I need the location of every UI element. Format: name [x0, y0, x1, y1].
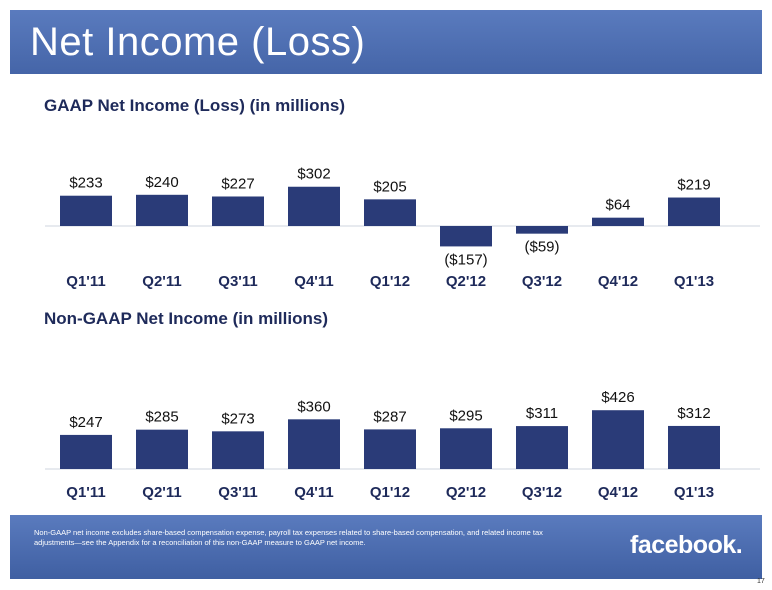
bar — [212, 196, 264, 226]
tick-label: Q3'12 — [522, 273, 562, 290]
data-label: $312 — [677, 405, 710, 422]
bar — [60, 434, 112, 469]
data-label: $360 — [297, 398, 330, 415]
tick-label: Q2'12 — [446, 484, 486, 501]
bar — [668, 425, 720, 469]
data-label: $295 — [449, 407, 482, 424]
tick-label: Q4'11 — [294, 484, 333, 501]
tick-label: Q3'12 — [522, 484, 562, 501]
bar — [212, 431, 264, 469]
data-label: $302 — [297, 166, 330, 183]
tick-label: Q2'12 — [446, 273, 486, 290]
bar — [516, 426, 568, 469]
footnote: Non-GAAP net income excludes share-based… — [34, 528, 543, 547]
data-label: $227 — [221, 175, 254, 192]
data-label: $233 — [69, 175, 102, 192]
bar — [668, 197, 720, 226]
bar — [592, 217, 644, 226]
tick-label: Q3'11 — [218, 484, 257, 501]
data-label: $205 — [373, 178, 406, 195]
data-label: $311 — [526, 405, 558, 422]
bar — [364, 199, 416, 226]
tick-label: Q2'11 — [142, 484, 181, 501]
data-label: $240 — [145, 174, 178, 191]
tick-label: Q4'11 — [294, 273, 333, 290]
tick-label: Q4'12 — [598, 273, 638, 290]
bar — [60, 195, 112, 226]
data-label: $287 — [373, 408, 406, 425]
data-label: ($157) — [444, 251, 487, 268]
tick-label: Q3'11 — [218, 273, 257, 290]
bar — [136, 429, 188, 469]
data-label: $247 — [69, 414, 102, 431]
tick-label: Q1'13 — [674, 273, 714, 290]
page-number: 17 — [757, 578, 765, 585]
bar — [516, 226, 568, 234]
footer-band — [10, 515, 762, 579]
non-gaap-chart-title: Non-GAAP Net Income (in millions) — [44, 309, 328, 328]
data-label: $219 — [677, 177, 710, 194]
data-label: $273 — [221, 410, 254, 427]
tick-label: Q2'11 — [142, 273, 181, 290]
tick-label: Q1'13 — [674, 484, 714, 501]
tick-label: Q1'12 — [370, 484, 410, 501]
non-gaap-net-income-chart: $247 Q1'11 $285 Q2'11 $273 Q3'11 $360 Q4'11 $287… — [45, 389, 760, 501]
bar — [440, 226, 492, 247]
gaap-net-income-chart: $233 Q1'11 $240 Q2'11 $227 Q3'11 $302 Q4'11 $205… — [45, 166, 760, 290]
slide-title: Net Income (Loss) — [30, 20, 366, 64]
tick-label: Q4'12 — [598, 484, 638, 501]
tick-label: Q1'11 — [66, 273, 105, 290]
bar — [136, 194, 188, 226]
data-label: $64 — [605, 197, 630, 214]
bar — [288, 186, 340, 226]
facebook-logo: facebook. — [630, 531, 743, 559]
bar — [364, 429, 416, 469]
data-label: ($59) — [524, 239, 559, 256]
bar — [288, 419, 340, 469]
bar — [592, 410, 644, 469]
title-banner — [10, 10, 762, 74]
data-label: $285 — [145, 409, 178, 426]
tick-label: Q1'12 — [370, 273, 410, 290]
bar — [440, 428, 492, 469]
data-label: $426 — [601, 389, 634, 406]
tick-label: Q1'11 — [66, 484, 105, 501]
gaap-chart-title: GAAP Net Income (Loss) (in millions) — [44, 96, 345, 115]
